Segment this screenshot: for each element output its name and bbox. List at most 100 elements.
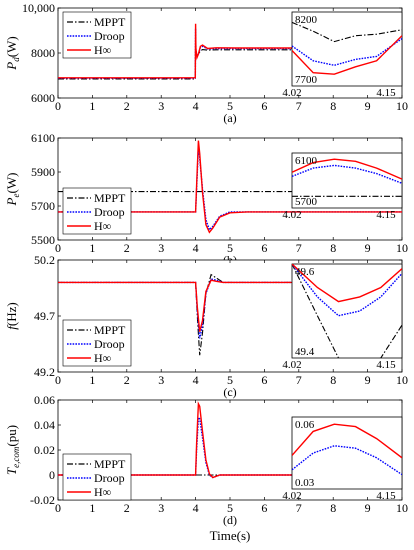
legend-label: MPPT xyxy=(94,457,126,471)
y-axis-label: f(Hz) xyxy=(4,302,19,329)
x-tick-label: 5 xyxy=(227,241,233,255)
inset-series-droop xyxy=(292,264,402,317)
panel-label: (d) xyxy=(223,513,237,527)
x-tick-label: 2 xyxy=(124,241,130,255)
y-tick-label: 0.06 xyxy=(34,393,55,407)
x-tick-label: 9 xyxy=(365,241,371,255)
inset-y-min: 0.03 xyxy=(295,477,315,489)
panel-d: 0 1 2 3 4 5 6 7 8 9 10-0.0200.020.040.06Te,com(pu)… xyxy=(4,393,408,527)
x-tick-label: 5 xyxy=(227,373,233,387)
y-label-main: P xyxy=(4,197,19,206)
y-label-unit: (pu) xyxy=(4,425,19,447)
y-label-unit: (W) xyxy=(4,36,19,57)
y-label-sub: e,com xyxy=(11,446,21,468)
x-tick-label: 1 xyxy=(89,99,95,113)
x-tick-label: 5 xyxy=(227,99,233,113)
panel-c: 0 1 2 3 4 5 6 7 8 9 10 49.2 49.7 50.2 f(Hz) 49.6 49.44.0… xyxy=(4,253,408,399)
x-tick-label: 1 xyxy=(89,373,95,387)
x-tick-label: 3 xyxy=(158,99,164,113)
x-tick-label: 1 xyxy=(89,241,95,255)
y-axis-label: Te,com(pu) xyxy=(4,425,21,475)
inset-series-hinf xyxy=(292,158,402,180)
x-tick-label: 2 xyxy=(124,99,130,113)
y-tick-label: 5900 xyxy=(31,165,55,179)
x-tick-label: 10 xyxy=(396,241,408,255)
x-tick-label: 9 xyxy=(365,99,371,113)
inset-zoom: 0.06 0.034.02 4.15 xyxy=(282,416,403,502)
inset-frame xyxy=(291,11,403,87)
y-label-main: f xyxy=(4,324,19,330)
x-tick-label: 9 xyxy=(365,373,371,387)
y-label-unit: (W) xyxy=(4,173,19,194)
legend-label: H∞ xyxy=(94,219,111,233)
y-axis-label: Pe(W) xyxy=(4,173,21,207)
x-tick-label: 8 xyxy=(330,373,336,387)
inset-x-min: 4.02 xyxy=(282,209,301,221)
inset-y-min: 5700 xyxy=(295,196,318,208)
x-tick-label: 10 xyxy=(396,99,408,113)
y-tick-label: 5700 xyxy=(31,199,55,213)
inset-series-droop xyxy=(292,445,402,476)
inset-series-droop xyxy=(292,164,402,184)
x-tick-label: 4 xyxy=(193,241,199,255)
panel-b: 0 1 2 3 4 5 6 7 8 9 10 5500 5700 5900 6100 Pe(W) 6100 570… xyxy=(4,131,408,267)
y-tick-label: 6100 xyxy=(31,131,55,145)
x-tick-label: 3 xyxy=(158,501,164,515)
inset-x-min: 4.02 xyxy=(282,490,301,502)
panel-a: 0 1 2 3 4 5 6 7 8 9 106000800010,000Pd(W)820077004… xyxy=(4,1,408,125)
x-tick-label: 8 xyxy=(330,241,336,255)
inset-frame xyxy=(291,416,403,490)
x-tick-label: 4 xyxy=(193,373,199,387)
y-tick-label: 49.7 xyxy=(34,309,55,323)
inset-series-hinf xyxy=(292,423,402,459)
x-tick-label: 6 xyxy=(261,241,267,255)
x-tick-label: 6 xyxy=(261,501,267,515)
series-hinf-line xyxy=(58,140,402,234)
inset-frame xyxy=(291,152,403,209)
inset-x-max: 4.15 xyxy=(376,209,396,221)
legend-label: MPPT xyxy=(94,191,126,205)
y-tick-label: 8000 xyxy=(31,46,55,60)
inset-x-max: 4.15 xyxy=(376,87,396,99)
x-tick-label: 7 xyxy=(296,99,302,113)
inset-series-hinf xyxy=(292,35,402,75)
y-tick-label: 0.04 xyxy=(34,418,55,432)
y-tick-label: 0.02 xyxy=(34,443,55,457)
inset-y-min: 7700 xyxy=(295,74,318,86)
legend-label: Droop xyxy=(94,205,125,219)
y-label-unit: (Hz) xyxy=(4,302,19,326)
x-tick-label: 9 xyxy=(365,501,371,515)
series-hinf-line xyxy=(58,23,402,79)
y-tick-label: 50.2 xyxy=(34,253,55,267)
series-hinf-line xyxy=(58,401,402,479)
legend-label: MPPT xyxy=(94,15,126,29)
x-tick-label: 8 xyxy=(330,99,336,113)
x-tick-label: 10 xyxy=(396,373,408,387)
inset-y-max: 0.06 xyxy=(295,419,315,431)
inset-x-min: 4.02 xyxy=(282,359,301,371)
legend-label: MPPT xyxy=(94,323,126,337)
x-tick-label: 6 xyxy=(261,373,267,387)
x-tick-label: 2 xyxy=(124,501,130,515)
x-tick-label: 8 xyxy=(330,501,336,515)
inset-series-mppt xyxy=(292,264,402,358)
x-tick-label: 3 xyxy=(158,373,164,387)
x-tick-label: 7 xyxy=(296,501,302,515)
y-label-sub: d xyxy=(11,57,21,62)
inset-x-max: 4.15 xyxy=(376,490,396,502)
y-tick-label: 0 xyxy=(49,468,55,482)
x-tick-label: 4 xyxy=(193,99,199,113)
y-label-main: P xyxy=(4,62,19,71)
x-tick-label: 2 xyxy=(124,373,130,387)
y-tick-label: 49.2 xyxy=(34,365,55,379)
y-tick-label: -0.02 xyxy=(30,493,55,507)
y-label-sub: e xyxy=(11,193,21,197)
inset-series-mppt xyxy=(292,21,402,43)
x-tick-label: 0 xyxy=(55,99,61,113)
